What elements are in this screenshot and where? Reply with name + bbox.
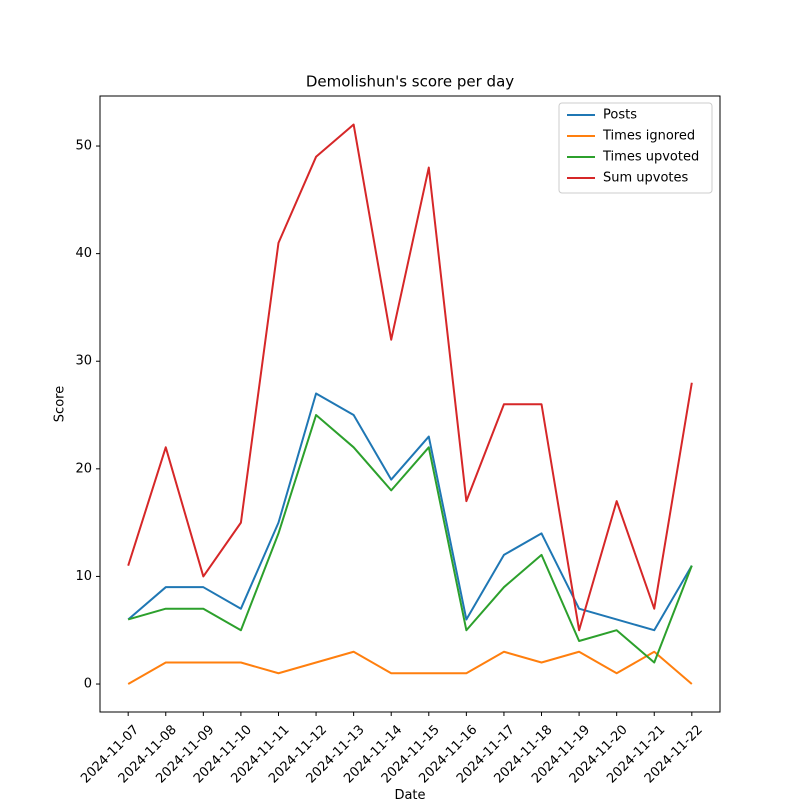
series-line xyxy=(127,392,693,632)
y-tick-label: 40 xyxy=(75,246,92,261)
plot-frame xyxy=(99,95,721,713)
series-line xyxy=(127,123,693,632)
legend-label: Times upvoted xyxy=(602,150,699,165)
series-line xyxy=(127,650,693,685)
legend-label: Posts xyxy=(603,108,637,123)
y-tick-label: 20 xyxy=(75,461,92,476)
y-tick-label: 10 xyxy=(75,569,92,584)
legend-label: Sum upvotes xyxy=(603,171,689,186)
legend-box xyxy=(558,102,713,194)
y-axis-label: Score xyxy=(53,386,68,422)
chart-title: Demolishun's score per day xyxy=(306,73,514,91)
y-tick-label: 50 xyxy=(75,139,92,154)
x-axis-label: Date xyxy=(394,788,425,800)
legend-label: Times ignored xyxy=(602,129,695,144)
y-tick-label: 30 xyxy=(75,354,92,369)
series-line xyxy=(127,414,693,664)
y-tick-label: 0 xyxy=(84,677,92,692)
